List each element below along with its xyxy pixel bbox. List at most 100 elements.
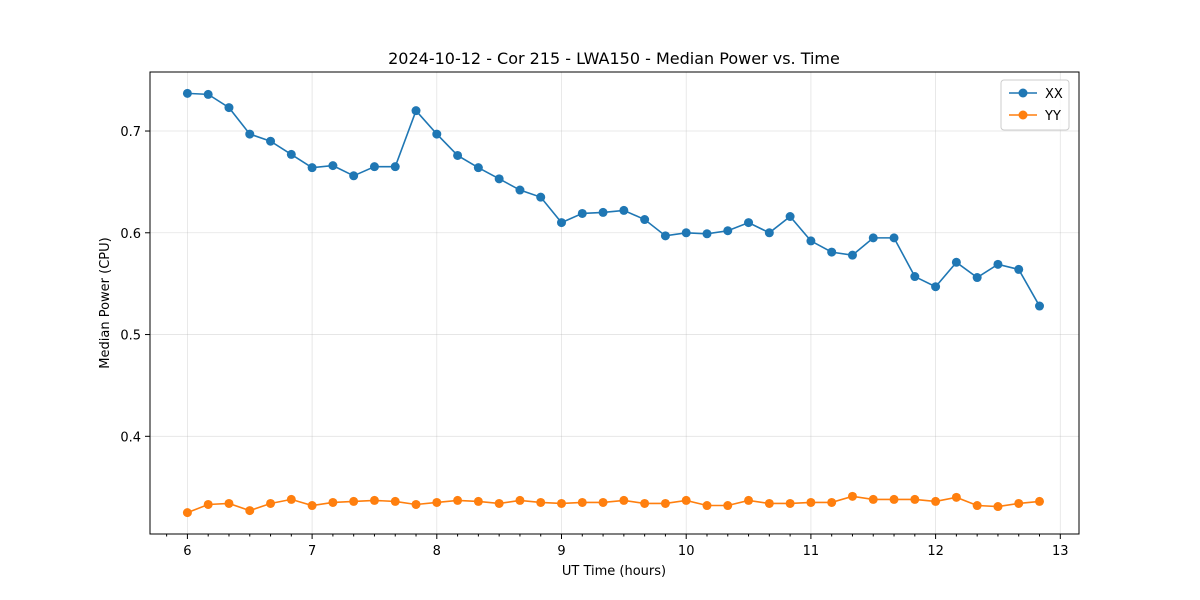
y-axis: 0.4 0.5 0.6 0.7 [120, 125, 150, 445]
data-point-yy [868, 494, 878, 504]
data-point-yy [432, 497, 442, 507]
data-point-xx [286, 149, 296, 159]
data-point-yy [390, 496, 400, 506]
x-tick-label: 9 [557, 544, 565, 559]
data-point-yy [1035, 496, 1045, 506]
data-point-xx [307, 163, 317, 173]
data-point-yy [224, 498, 234, 508]
x-tick-label: 11 [803, 544, 820, 559]
data-point-xx [432, 129, 442, 139]
data-point-yy [1014, 498, 1024, 508]
data-point-yy [910, 494, 920, 504]
data-point-xx [494, 174, 504, 184]
grid [150, 72, 1079, 534]
data-point-yy [785, 498, 795, 508]
data-point-xx [328, 161, 338, 171]
data-point-yy [203, 499, 213, 509]
data-point-xx [931, 282, 941, 292]
data-point-yy [723, 501, 733, 511]
x-tick-label: 6 [183, 544, 191, 559]
data-point-xx [640, 215, 650, 225]
data-point-xx [744, 218, 754, 228]
data-point-yy [349, 496, 359, 506]
data-point-xx [557, 218, 567, 228]
y-tick-label: 0.5 [120, 329, 141, 344]
data-point-yy [369, 495, 379, 505]
data-point-xx [266, 136, 276, 146]
legend-marker-xx [1018, 88, 1028, 98]
legend: XX YY [1000, 79, 1070, 131]
data-point-yy [286, 494, 296, 504]
data-point-xx [369, 162, 379, 172]
legend-marker-yy [1018, 110, 1028, 120]
y-tick-label: 0.4 [120, 430, 141, 445]
data-point-yy [764, 498, 774, 508]
legend-label-xx: XX [1045, 87, 1063, 102]
x-tick-label: 8 [433, 544, 441, 559]
data-point-xx [868, 233, 878, 243]
data-point-yy [702, 501, 712, 511]
data-point-yy [494, 498, 504, 508]
data-point-xx [515, 185, 525, 195]
data-point-xx [619, 205, 629, 215]
data-point-yy [266, 498, 276, 508]
x-tick-label: 13 [1052, 544, 1069, 559]
data-point-xx [889, 233, 899, 243]
data-point-yy [328, 497, 338, 507]
data-point-xx [827, 247, 837, 257]
data-point-yy [182, 508, 192, 518]
y-tick-label: 0.7 [120, 125, 141, 140]
data-point-yy [557, 498, 567, 508]
chart-title: 2024-10-12 - Cor 215 - LWA150 - Median P… [388, 49, 840, 68]
x-tick-label: 12 [927, 544, 944, 559]
data-point-xx [536, 192, 546, 202]
data-point-yy [931, 496, 941, 506]
data-point-xx [577, 208, 587, 218]
x-axis-label: UT Time (hours) [562, 564, 666, 579]
plot-series [182, 88, 1045, 518]
data-point-xx [598, 207, 608, 217]
x-tick-label: 7 [308, 544, 316, 559]
data-point-yy [681, 495, 691, 505]
data-point-xx [910, 272, 920, 282]
x-tick-label: 10 [678, 544, 695, 559]
data-point-yy [307, 501, 317, 511]
data-point-xx [785, 212, 795, 222]
data-point-yy [660, 498, 670, 508]
data-point-xx [245, 129, 255, 139]
data-point-xx [203, 89, 213, 99]
data-point-yy [806, 497, 816, 507]
y-axis-label: Median Power (CPU) [98, 237, 113, 368]
data-point-xx [182, 88, 192, 98]
data-point-xx [847, 250, 857, 260]
y-tick-label: 0.6 [120, 227, 141, 242]
data-point-xx [453, 150, 463, 160]
data-point-yy [951, 492, 961, 502]
data-point-xx [224, 103, 234, 113]
data-point-xx [681, 228, 691, 238]
plot-frame [149, 71, 1080, 535]
data-point-xx [993, 259, 1003, 269]
data-point-xx [702, 229, 712, 239]
data-point-yy [744, 495, 754, 505]
data-point-xx [972, 273, 982, 283]
data-point-yy [827, 497, 837, 507]
data-point-xx [723, 226, 733, 236]
data-point-yy [411, 499, 421, 509]
data-point-yy [577, 497, 587, 507]
legend-label-yy: YY [1044, 109, 1061, 124]
data-point-yy [536, 497, 546, 507]
data-point-xx [1014, 264, 1024, 274]
x-axis: 6 7 8 9 10 11 12 13 [166, 534, 1069, 559]
data-point-yy [619, 495, 629, 505]
data-point-xx [806, 236, 816, 246]
data-point-yy [453, 495, 463, 505]
data-point-xx [473, 163, 483, 173]
data-point-yy [993, 502, 1003, 512]
data-point-yy [847, 491, 857, 501]
data-point-xx [411, 106, 421, 116]
data-point-yy [972, 501, 982, 511]
data-point-yy [515, 495, 525, 505]
data-point-xx [349, 171, 359, 181]
data-point-xx [951, 257, 961, 267]
